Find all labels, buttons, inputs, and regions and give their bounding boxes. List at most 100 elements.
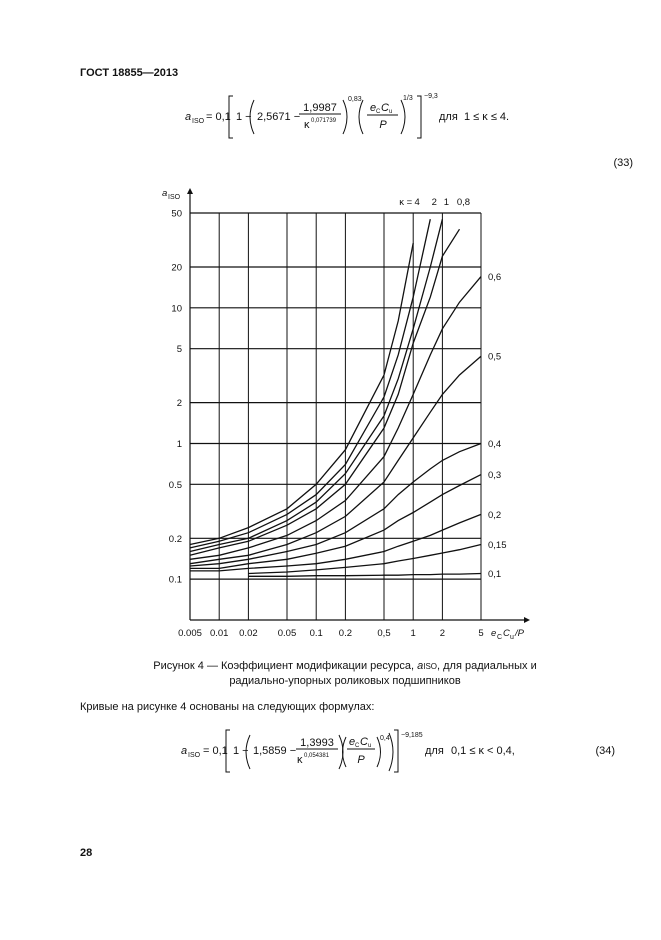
curve [248,543,482,575]
formula-text: ISO [192,118,205,125]
curve-label: 2 [432,197,437,208]
y-tick-label: 2 [177,398,182,409]
curve [190,513,482,572]
bracket [417,95,422,139]
axis-arrow [187,188,193,194]
formula-text: = 0,1 [203,745,228,757]
formula-text: P [379,119,387,131]
formula-text: 0,054381 [304,753,330,759]
curve [248,572,482,577]
formula-text: C [381,102,389,114]
formula-34: a ISO = 0,1 1 − 1,5859 − 1,3993 κ 0,0543… [181,729,515,773]
x-axis-label: /P [514,628,525,639]
x-tick-label: 0.2 [339,628,352,639]
formula-text: 1 − [233,745,249,757]
curve [189,219,431,549]
curve-label: 0,15 [488,540,507,551]
paren [376,736,381,768]
figure-caption: Рисунок 4 — Коэффициент модификации ресу… [153,660,537,672]
y-tick-label: 50 [171,209,182,220]
x-tick-label: 0.005 [178,628,202,639]
x-tick-label: 1 [411,628,416,639]
bracket [394,729,399,773]
formula-text: −9,3 [424,93,438,100]
caption-text: a [417,660,423,672]
y-axis-label: a [162,188,167,199]
caption-text: Рисунок 4 — Коэффициент модификации ресу… [153,660,417,672]
y-axis-label: ISO [168,194,181,201]
y-tick-label: 1 [177,439,182,450]
curve [189,242,414,546]
formula-text: κ [304,119,310,131]
curve [190,474,482,570]
formula-text: κ [297,754,303,766]
x-tick-label: 0.01 [210,628,229,639]
x-tick-label: 2 [440,628,445,639]
axis-arrow [524,617,530,623]
formula-text: a [185,111,191,123]
x-tick-label: 0.05 [278,628,297,639]
x-tick-label: 5 [478,628,483,639]
paragraph: Кривые на рисунке 4 основаны на следующи… [80,701,374,713]
formula-text: a [181,745,187,757]
header: ГОСТ 18855—2013 [80,67,178,79]
curve-label: 0,6 [488,272,501,283]
curve-label: 0,2 [488,510,501,521]
paren [249,99,255,135]
x-tick-label: 0.1 [310,628,323,639]
paren [245,734,251,770]
figure-caption: радиально-упорных роликовых подшипников [229,675,461,687]
formula-text: 1,5859 − [253,745,296,757]
curve-label: 0,4 [488,439,501,450]
paren [388,732,394,772]
curve-label: 0,1 [488,569,501,580]
y-tick-label: 0.1 [169,575,182,586]
y-tick-label: 0.2 [169,534,182,545]
formula-text: C [355,743,360,749]
formula-text: ISO [188,752,201,759]
bracket [225,729,230,773]
formula-text: 0,1 ≤ κ < 0,4, [451,745,515,757]
formula-text: e [370,102,376,114]
formula-text: 0,071739 [311,118,337,124]
y-tick-label: 10 [171,303,182,314]
x-axis-label: C [497,634,502,641]
paren [342,99,348,135]
formula-text: = 0,1 [206,111,231,123]
page-number: 28 [80,847,92,859]
curve-label: 0,5 [488,352,501,363]
paren [358,99,364,135]
bracket [228,95,233,139]
formula-text: для [425,745,444,757]
curve-label: 0,3 [488,470,501,481]
curve-label: 0,8 [457,197,470,208]
y-tick-label: 5 [177,344,182,355]
formula-33: a ISO = 0,1 1 − 2,5671 − 1,9987 κ 0,0717… [185,93,509,139]
curve [189,228,461,556]
formula-text: 1/3 [403,95,413,102]
formula-text: 0,83 [348,96,362,103]
formula-text: 1,9987 [303,102,337,114]
formula-text: −9,185 [401,732,423,739]
caption-text: ISO [423,662,437,671]
formula-text: e [349,736,355,748]
curve [189,355,482,565]
x-axis-label: u [510,634,514,641]
curve [189,276,482,560]
y-tick-label: 0.5 [169,480,182,491]
formula-text: 2,5671 − [257,111,300,123]
x-axis-label: C [503,628,510,639]
paren [400,99,406,135]
curve-label: 4 [415,197,420,208]
curve-label: 1 [444,197,449,208]
chart: a ISO e C C u /P 0.005 0.01 0.02 0.05 0.1 0.2… [162,188,530,641]
x-axis-label: e [491,628,496,639]
paren [342,736,347,768]
curve [189,219,444,553]
x-tick-label: 0.02 [239,628,258,639]
formula-text: P [357,754,365,766]
equation-number: (33) [613,157,633,169]
formula-text: 0,4 [380,735,390,742]
